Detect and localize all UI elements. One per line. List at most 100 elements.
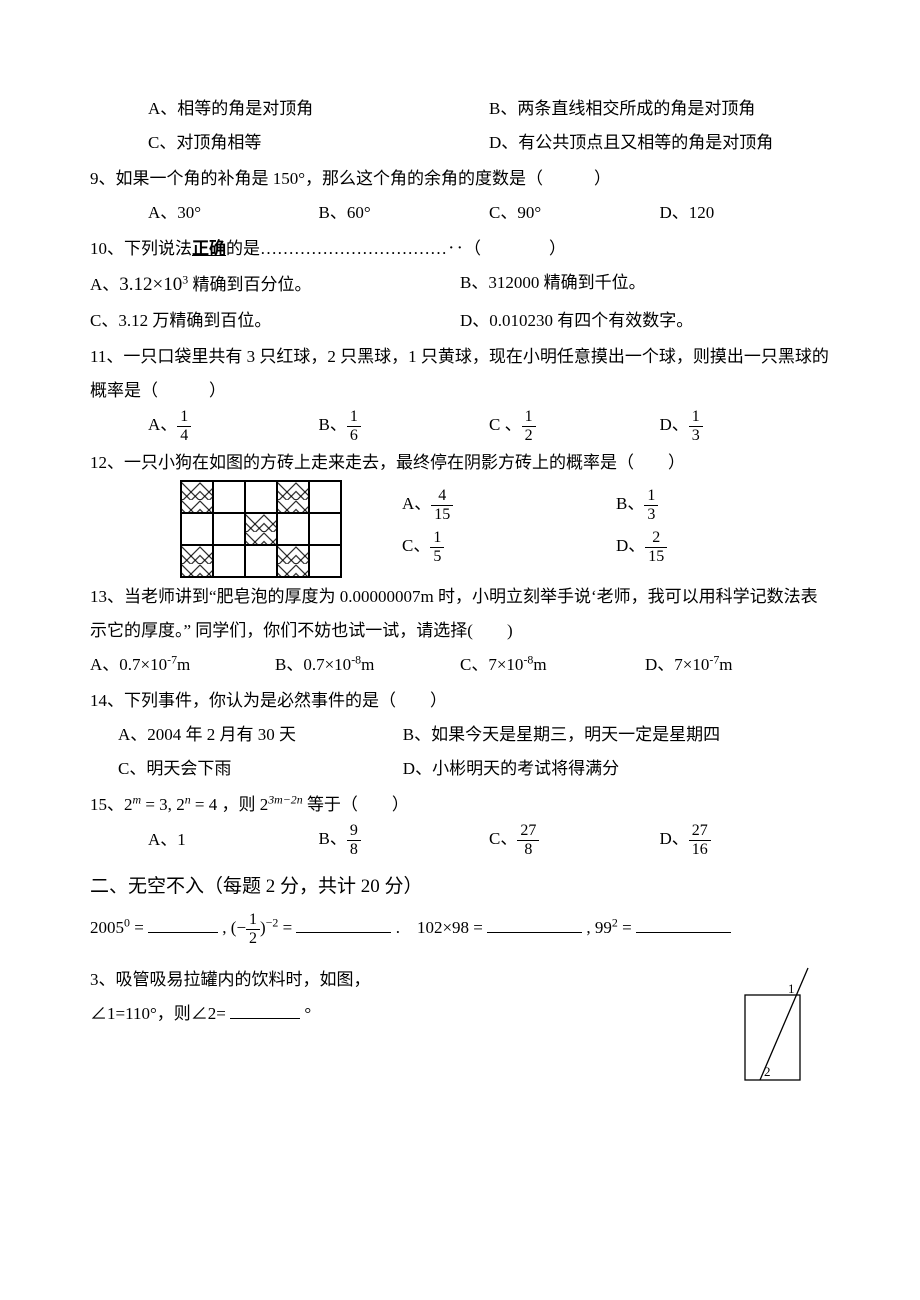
q15-eq2: = 4 ，则 — [191, 795, 260, 814]
q12-opt-b: B、13 — [616, 487, 830, 523]
q13-b-t: B、0.7×10 — [275, 655, 351, 674]
question-15: 15、2m = 3, 2n = 4 ，则 23m−2n 等于（ ） A、1 B、… — [90, 788, 830, 858]
q12-d-label: D、 — [616, 536, 645, 555]
grid-cell — [309, 513, 341, 545]
q11-opt-b: B、16 — [319, 408, 490, 444]
grid-cell — [245, 545, 277, 577]
q15-pre: 15、 — [90, 795, 124, 814]
q15-d-num: 27 — [689, 822, 711, 841]
q15-b-label: B、 — [319, 829, 347, 848]
q12-a-den: 15 — [431, 506, 453, 524]
q11-stem: 11、一只口袋里共有 3 只红球，2 只黑球，1 只黄球，现在小明任意摸出一个球… — [90, 340, 830, 408]
q12-grid — [180, 480, 342, 578]
q9-opt-b: B、60° — [319, 196, 490, 230]
q15-opt-c: C、278 — [489, 822, 660, 858]
q12-b-num: 1 — [644, 487, 658, 506]
q10-opt-d: D、0.010230 有四个有效数字。 — [460, 304, 830, 338]
grid-cell — [245, 481, 277, 513]
q11-c-den: 2 — [522, 427, 536, 445]
q10-stem: 10、下列说法正确的是……………………………‥（ ） — [90, 232, 830, 266]
q8-opt-d: D、有公共顶点且又相等的角是对顶角 — [489, 126, 830, 160]
q12-c-num: 1 — [430, 529, 444, 548]
grid-cell — [309, 481, 341, 513]
grid-cell — [213, 545, 245, 577]
q12-c-label: C、 — [402, 536, 430, 555]
q15-opt-d: D、2716 — [660, 822, 831, 858]
q9-opt-c: C、90° — [489, 196, 660, 230]
q8-opt-c: C、对顶角相等 — [148, 126, 489, 160]
q14-opt-d: D、小彬明天的考试将得满分 — [403, 752, 830, 786]
f1-d-post: = — [618, 918, 636, 937]
q13-b-s: -8 — [351, 653, 361, 667]
q10-opt-c: C、3.12 万精确到百位。 — [90, 304, 460, 338]
grid-cell — [181, 481, 213, 513]
q9-opt-d: D、120 — [660, 196, 831, 230]
can-svg: 1 2 — [720, 963, 830, 1093]
q15-opt-a: A、1 — [148, 823, 319, 857]
q10-a-post: 精确到百分位。 — [188, 275, 311, 294]
question-11: 11、一只口袋里共有 3 只红球，2 只黑球，1 只黄球，现在小明任意摸出一个球… — [90, 340, 830, 444]
q15-d-label: D、 — [660, 829, 689, 848]
f1-b-sup: −2 — [266, 916, 279, 930]
section-2-title: 二、无空不入（每题 2 分，共计 20 分） — [90, 868, 830, 906]
grid-cell — [181, 545, 213, 577]
q14-stem: 14、下列事件，你认为是必然事件的是（ ） — [90, 684, 830, 718]
q10-a-pre: A、 — [90, 275, 119, 294]
q13-d-u: m — [719, 655, 732, 674]
q10-stem-post: 的是……………………………‥（ ） — [226, 239, 566, 258]
q15-c-label: C、 — [489, 829, 517, 848]
fill-blank-3: 3、吸管吸易拉罐内的饮料时，如图， ∠1=110°，则∠2= ° 1 2 — [90, 963, 830, 1105]
grid-cell — [245, 513, 277, 545]
q8-opt-a: A、相等的角是对顶角 — [148, 92, 489, 126]
fill3-text: 3、吸管吸易拉罐内的饮料时，如图， ∠1=110°，则∠2= ° — [90, 963, 680, 1105]
q11-b-num: 1 — [347, 408, 361, 427]
q13-c-u: m — [533, 655, 546, 674]
q12-opt-d: D、215 — [616, 529, 830, 565]
q13-opt-a: A、0.7×10-7m — [90, 648, 275, 682]
q11-a-den: 4 — [177, 427, 191, 445]
q15-b-den: 8 — [347, 841, 361, 859]
grid-cell — [309, 545, 341, 577]
q12-b-den: 3 — [644, 506, 658, 524]
q15-c-num: 27 — [517, 822, 539, 841]
q12-d-den: 15 — [645, 548, 667, 566]
q11-a-num: 1 — [177, 408, 191, 427]
q15-m1: 2 — [124, 795, 133, 814]
grid-cell — [181, 513, 213, 545]
q8-opt-b: B、两条直线相交所成的角是对顶角 — [489, 92, 830, 126]
fill3-l2-post: ° — [300, 1004, 311, 1023]
q10-a-num: 3.12×10 — [119, 274, 182, 295]
q13-a-u: m — [177, 655, 190, 674]
q14-opt-c: C、明天会下雨 — [118, 752, 403, 786]
q13-b-u: m — [361, 655, 374, 674]
q13-opt-d: D、7×10-7m — [645, 648, 830, 682]
q12-a-num: 4 — [431, 487, 453, 506]
q13-stem: 13、当老师讲到“肥皂泡的厚度为 0.00000007m 时，小明立刻举手说‘老… — [90, 580, 830, 648]
blank-4 — [636, 914, 731, 934]
angle-label-1: 1 — [788, 981, 795, 996]
q15-opt-b: B、98 — [319, 822, 490, 858]
q11-c-label: C 、 — [489, 415, 522, 434]
q11-d-den: 3 — [689, 427, 703, 445]
q11-d-label: D、 — [660, 415, 689, 434]
can-figure: 1 2 — [720, 963, 830, 1105]
fill-blank-1: 20050 = , (−12)−2 = . 102×98 = , 992 = — [90, 908, 830, 949]
q15-eq1: = 3, — [141, 795, 176, 814]
blank-2 — [296, 914, 391, 934]
q15-stem: 15、2m = 3, 2n = 4 ，则 23m−2n 等于（ ） — [90, 788, 830, 822]
q13-d-t: D、7×10 — [645, 655, 709, 674]
q15-c-den: 8 — [517, 841, 539, 859]
q9-opt-a: A、30° — [148, 196, 319, 230]
q15-b-num: 9 — [347, 822, 361, 841]
f1-d-pre: , 99 — [586, 918, 612, 937]
q12-options: A、415 B、13 C、15 D、215 — [402, 487, 830, 571]
q11-opt-c: C 、12 — [489, 408, 660, 444]
question-8-options: A、相等的角是对顶角 B、两条直线相交所成的角是对顶角 C、对顶角相等 D、有公… — [90, 92, 830, 160]
q11-opt-d: D、13 — [660, 408, 831, 444]
q11-b-den: 6 — [347, 427, 361, 445]
q13-d-s: -7 — [709, 653, 719, 667]
q15-post: 等于（ ） — [303, 795, 409, 814]
blank-1 — [148, 914, 218, 934]
fill3-line1: 3、吸管吸易拉罐内的饮料时，如图， — [90, 963, 680, 997]
question-10: 10、下列说法正确的是……………………………‥（ ） A、3.12×103 精确… — [90, 232, 830, 338]
